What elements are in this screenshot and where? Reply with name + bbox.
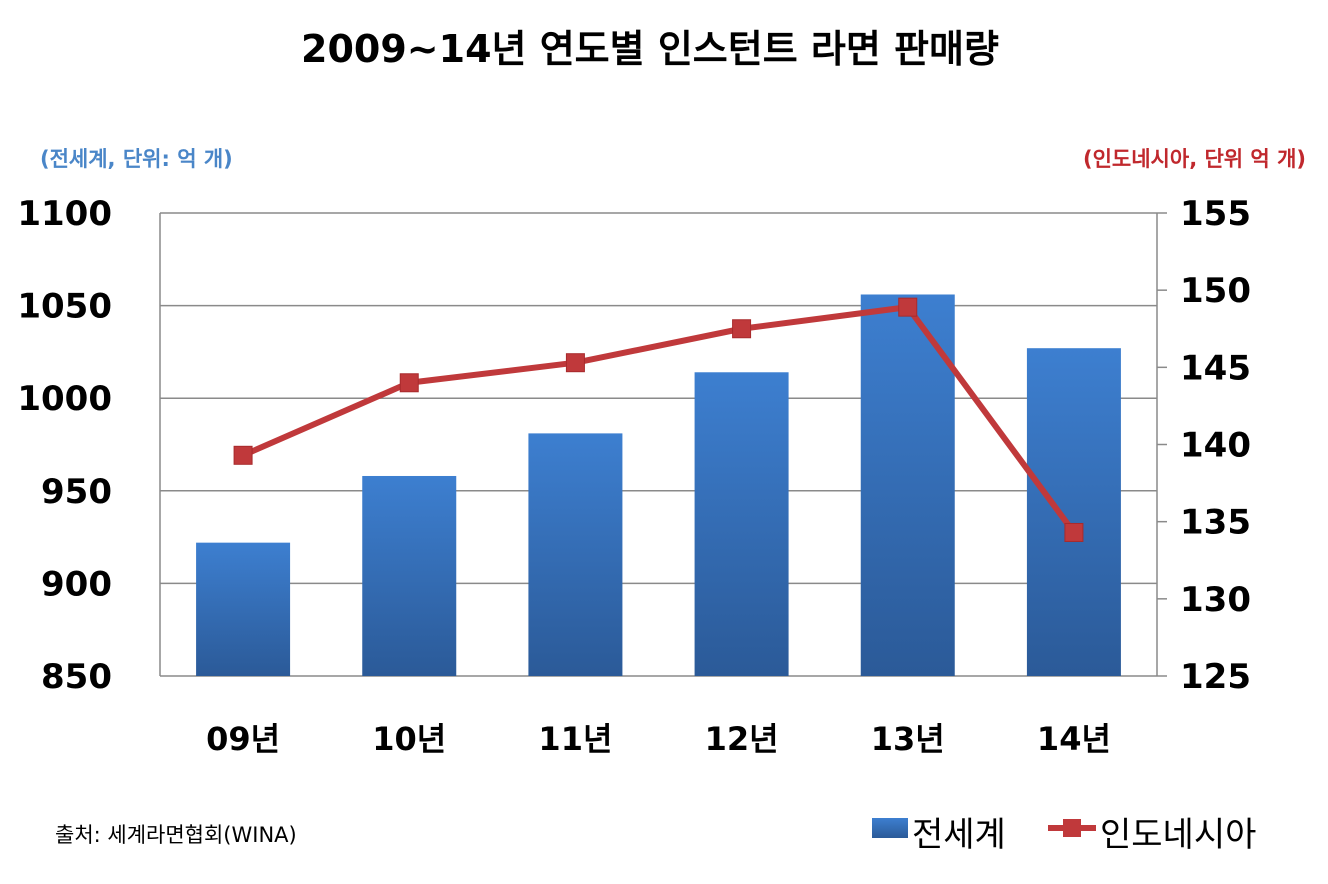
bar-series-world	[196, 294, 1121, 676]
point-14년	[1064, 522, 1084, 542]
left-tick-label: 1050	[17, 287, 112, 327]
legend-label-world: 전세계	[912, 815, 1006, 855]
bar-12년	[694, 372, 789, 676]
bar-14년	[1026, 348, 1121, 676]
left-tick-label: 900	[41, 564, 112, 604]
category-label: 14년	[1037, 720, 1111, 758]
category-label: 11년	[538, 720, 612, 758]
right-tick-label: 145	[1180, 348, 1251, 388]
right-tick-label: 155	[1180, 194, 1251, 234]
category-label: 09년	[206, 720, 280, 758]
left-tick-label: 850	[41, 657, 112, 697]
point-13년	[898, 297, 918, 317]
right-axis-ticks: 125 130 135 140 145 150 155	[1180, 194, 1251, 697]
right-tick-label: 135	[1180, 503, 1251, 543]
left-tick-label: 950	[41, 472, 112, 512]
legend-label-indonesia: 인도네시아	[1100, 815, 1256, 855]
bar-10년	[362, 475, 457, 676]
point-12년	[732, 319, 752, 339]
axes	[159, 212, 1167, 677]
line-series-indonesia	[233, 297, 1084, 542]
right-tick-label: 140	[1180, 426, 1251, 466]
point-09년	[233, 445, 253, 465]
right-axis-unit-label: (인도네시아, 단위 억 개)	[1083, 147, 1306, 171]
point-10년	[399, 373, 419, 393]
source-note: 출처: 세계라면협회(WINA)	[55, 823, 297, 847]
category-labels: 09년 10년 11년 12년 13년 14년	[206, 720, 1111, 758]
left-tick-label: 1000	[17, 379, 112, 419]
chart-title: 2009~14년 연도별 인스턴트 라면 판매량	[301, 27, 999, 71]
left-axis-ticks: 850 900 950 1000 1050 1100	[17, 194, 112, 697]
bar-11년	[528, 433, 623, 676]
right-tick-label: 150	[1180, 271, 1251, 311]
legend-bar-swatch	[872, 818, 908, 838]
legend-marker-swatch	[1063, 819, 1081, 837]
gridlines	[160, 212, 1157, 677]
left-axis-unit-label: (전세계, 단위: 억 개)	[40, 147, 233, 171]
right-tick-label: 130	[1180, 580, 1251, 620]
bar-13년	[860, 294, 955, 676]
right-tick-label: 125	[1180, 657, 1251, 697]
point-11년	[565, 353, 585, 373]
indonesia-line	[241, 304, 1077, 535]
left-tick-label: 1100	[17, 194, 112, 234]
bar-09년	[196, 542, 291, 676]
legend: 전세계 인도네시아	[872, 815, 1256, 855]
category-label: 12년	[705, 720, 779, 758]
category-label: 10년	[372, 720, 446, 758]
category-label: 13년	[871, 720, 945, 758]
